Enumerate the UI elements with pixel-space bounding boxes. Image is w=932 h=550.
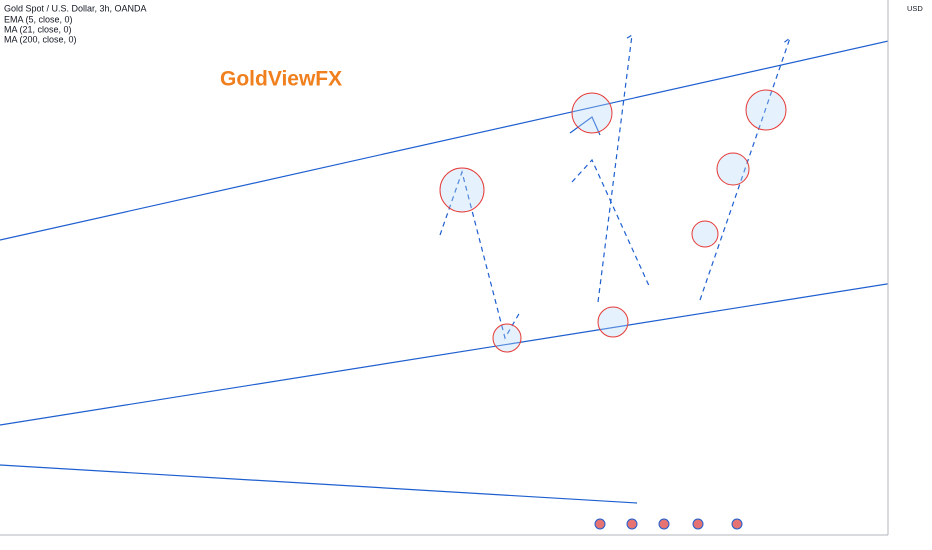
watermark: GoldViewFX [220, 68, 342, 91]
legend-entry: MA (200, close, 0) [4, 34, 77, 44]
currency: USD [907, 4, 923, 13]
event-icon [594, 518, 606, 530]
highlight-circle [439, 167, 485, 213]
highlight-circle [571, 92, 613, 134]
highlight-circle [716, 152, 750, 186]
trend-line [0, 39, 894, 241]
legend-entry: EMA (5, close, 0) [4, 14, 73, 24]
event-icon [626, 518, 638, 530]
legend-entry: MA (21, close, 0) [4, 24, 72, 34]
arrow [569, 116, 601, 136]
projection [699, 36, 792, 301]
event-icon [658, 518, 670, 530]
highlight-circle [691, 220, 719, 248]
event-icons [594, 518, 743, 530]
price-axis-bg [888, 0, 932, 550]
highlight-circle [492, 323, 522, 353]
trend-line [0, 464, 638, 504]
projection [571, 158, 651, 289]
event-icon [731, 518, 743, 530]
chart-title: Gold Spot / U.S. Dollar, 3h, OANDA [4, 3, 147, 13]
highlight-circle [745, 89, 787, 131]
highlight-circle [597, 306, 629, 338]
trend-line [0, 282, 894, 426]
drawings [0, 33, 894, 504]
event-icon [692, 518, 704, 530]
